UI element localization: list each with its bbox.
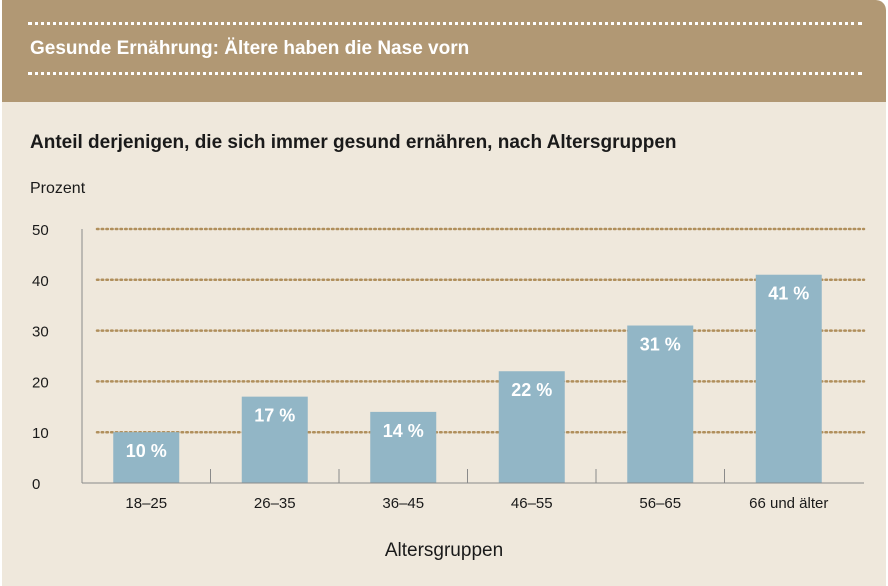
bar-3 bbox=[498, 371, 565, 483]
banner-top-dotted-rule bbox=[28, 22, 862, 25]
y-tick-label-20: 20 bbox=[32, 374, 49, 391]
x-tick-label-4: 56–65 bbox=[639, 495, 681, 512]
x-tick-label-5: 66 und älter bbox=[749, 495, 828, 512]
bar-4 bbox=[627, 325, 694, 483]
y-tick-label-30: 30 bbox=[32, 324, 49, 341]
x-tick-label-1: 26–35 bbox=[254, 495, 296, 512]
header-banner: Gesunde Ernährung: Ältere haben die Nase… bbox=[2, 0, 886, 102]
x-tick-label-2: 36–45 bbox=[382, 495, 424, 512]
bar-value-label-3: 22 % bbox=[511, 380, 552, 400]
x-tick-label-3: 46–55 bbox=[511, 495, 553, 512]
y-tick-label-50: 50 bbox=[32, 222, 49, 239]
bar-2 bbox=[370, 411, 437, 483]
y-axis-label: Prozent bbox=[30, 180, 86, 197]
chart-title: Anteil derjenigen, die sich immer gesund… bbox=[30, 132, 677, 153]
y-tick-label-10: 10 bbox=[32, 425, 49, 442]
bar-1 bbox=[241, 396, 308, 483]
bar-value-label-1: 17 % bbox=[254, 406, 295, 426]
bar-0 bbox=[113, 432, 180, 483]
x-tick-label-0: 18–25 bbox=[125, 495, 167, 512]
y-tick-label-0: 0 bbox=[32, 476, 40, 493]
bar-value-label-5: 41 % bbox=[768, 284, 809, 304]
bar-value-label-4: 31 % bbox=[640, 335, 681, 355]
bar-value-label-0: 10 % bbox=[126, 441, 167, 461]
banner-bottom-dotted-rule bbox=[28, 72, 862, 75]
bar-5 bbox=[755, 274, 822, 483]
banner-title: Gesunde Ernährung: Ältere haben die Nase… bbox=[30, 38, 470, 59]
y-tick-label-40: 40 bbox=[32, 273, 49, 290]
x-axis-label: Altersgruppen bbox=[384, 540, 504, 561]
bar-value-label-2: 14 % bbox=[383, 421, 424, 441]
